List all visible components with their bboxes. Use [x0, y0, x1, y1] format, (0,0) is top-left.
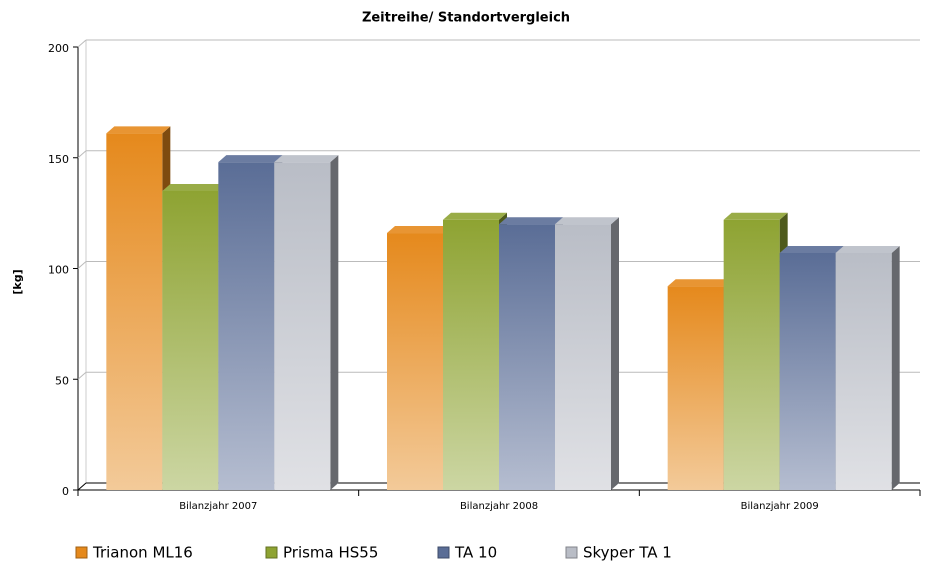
x-tick-label: Bilanzjahr 2008: [460, 501, 538, 512]
bar: [835, 252, 892, 490]
legend-label: Prisma HS55: [283, 544, 378, 562]
bar-top: [218, 155, 283, 163]
y-tick-label: 200: [48, 42, 69, 55]
legend-swatch: [265, 546, 278, 559]
floor-edge: [77, 482, 87, 491]
bar: [218, 162, 275, 490]
bar-top: [667, 279, 732, 287]
x-tick-label: Bilanzjahr 2009: [741, 501, 819, 512]
chart-title: Zeitreihe/ Standortvergleich: [362, 11, 570, 26]
y-tick-label: 100: [48, 264, 69, 277]
bar-top: [387, 226, 451, 234]
legend-swatch: [75, 546, 88, 559]
bar-top: [835, 245, 900, 253]
bar-side: [891, 245, 900, 490]
bar: [106, 133, 163, 490]
bar: [274, 162, 331, 490]
bar: [555, 224, 611, 490]
grid-line: [77, 371, 87, 380]
bar: [443, 219, 499, 490]
legend-swatch: [437, 546, 450, 559]
bar-top: [555, 217, 619, 225]
bar: [723, 219, 780, 490]
bar: [499, 224, 555, 490]
bar: [162, 190, 219, 490]
bar-side: [330, 155, 339, 490]
grid-line: [77, 39, 87, 48]
y-tick-label: 0: [62, 485, 69, 498]
x-tick-label: Bilanzjahr 2007: [179, 501, 257, 512]
bar: [387, 233, 443, 490]
bar-top: [499, 217, 563, 225]
bar-top: [443, 212, 507, 220]
y-axis-label: [kg]: [11, 269, 24, 294]
y-tick-label: 50: [55, 374, 69, 387]
y-tick-label: 150: [48, 153, 69, 166]
grid-line: [77, 261, 87, 269]
legend-label: Trianon ML16: [92, 544, 193, 562]
bar-top: [274, 155, 339, 163]
bar-top: [779, 245, 844, 253]
bar: [779, 252, 836, 490]
bar-top: [106, 126, 171, 134]
grid-line: [77, 150, 87, 159]
bar-top: [723, 212, 788, 220]
legend-label: TA 10: [454, 544, 497, 562]
legend-swatch: [565, 546, 578, 559]
bar-top: [162, 183, 227, 191]
legend-label: Skyper TA 1: [583, 544, 672, 562]
bar-side: [611, 217, 619, 490]
bar: [667, 286, 724, 490]
